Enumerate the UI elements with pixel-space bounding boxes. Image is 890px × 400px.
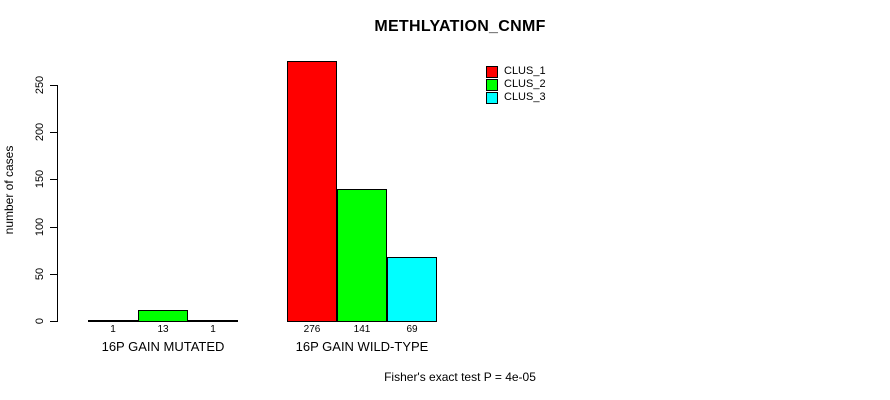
bar — [188, 320, 238, 322]
legend-swatch — [486, 78, 498, 91]
legend-row: CLUS_1 — [486, 65, 546, 78]
y-tick — [50, 132, 58, 133]
legend-row: CLUS_2 — [486, 78, 546, 91]
bar-value-label: 69 — [406, 324, 418, 335]
y-tick — [50, 321, 58, 322]
y-tick-label: 0 — [34, 317, 46, 325]
bar-value-label: 1 — [210, 324, 216, 335]
legend-label: CLUS_1 — [504, 65, 546, 77]
category-label: 16P GAIN MUTATED — [101, 339, 225, 354]
y-tick-label: 50 — [34, 267, 46, 281]
legend-swatch — [486, 91, 498, 104]
legend: CLUS_1 CLUS_2 CLUS_3 — [486, 65, 546, 104]
y-tick-label: 200 — [34, 122, 46, 142]
bar-value-label: 13 — [157, 324, 169, 335]
bar — [138, 310, 188, 322]
legend-swatch — [486, 65, 498, 78]
y-tick-label: 250 — [34, 75, 46, 95]
bar-value-label: 1 — [110, 324, 116, 335]
bar — [387, 257, 437, 322]
legend-label: CLUS_3 — [504, 91, 546, 103]
stats-annotation: Fisher's exact test P = 4e-05 — [384, 370, 536, 384]
legend-row: CLUS_3 — [486, 91, 546, 104]
y-axis-line — [57, 85, 58, 322]
y-tick — [50, 85, 58, 86]
bar — [337, 189, 387, 322]
bar — [287, 61, 337, 322]
bar — [88, 320, 138, 322]
y-tick — [50, 227, 58, 228]
category-label: 16P GAIN WILD-TYPE — [295, 339, 429, 354]
y-axis-title: number of cases — [2, 145, 16, 235]
bar-value-label: 141 — [353, 324, 371, 335]
y-tick — [50, 274, 58, 275]
bar-value-label: 276 — [303, 324, 321, 335]
y-tick-label: 150 — [34, 169, 46, 189]
legend-label: CLUS_2 — [504, 78, 546, 90]
y-tick — [50, 179, 58, 180]
y-tick-label: 100 — [34, 217, 46, 237]
chart-title: METHLYATION_CNMF — [374, 18, 546, 35]
